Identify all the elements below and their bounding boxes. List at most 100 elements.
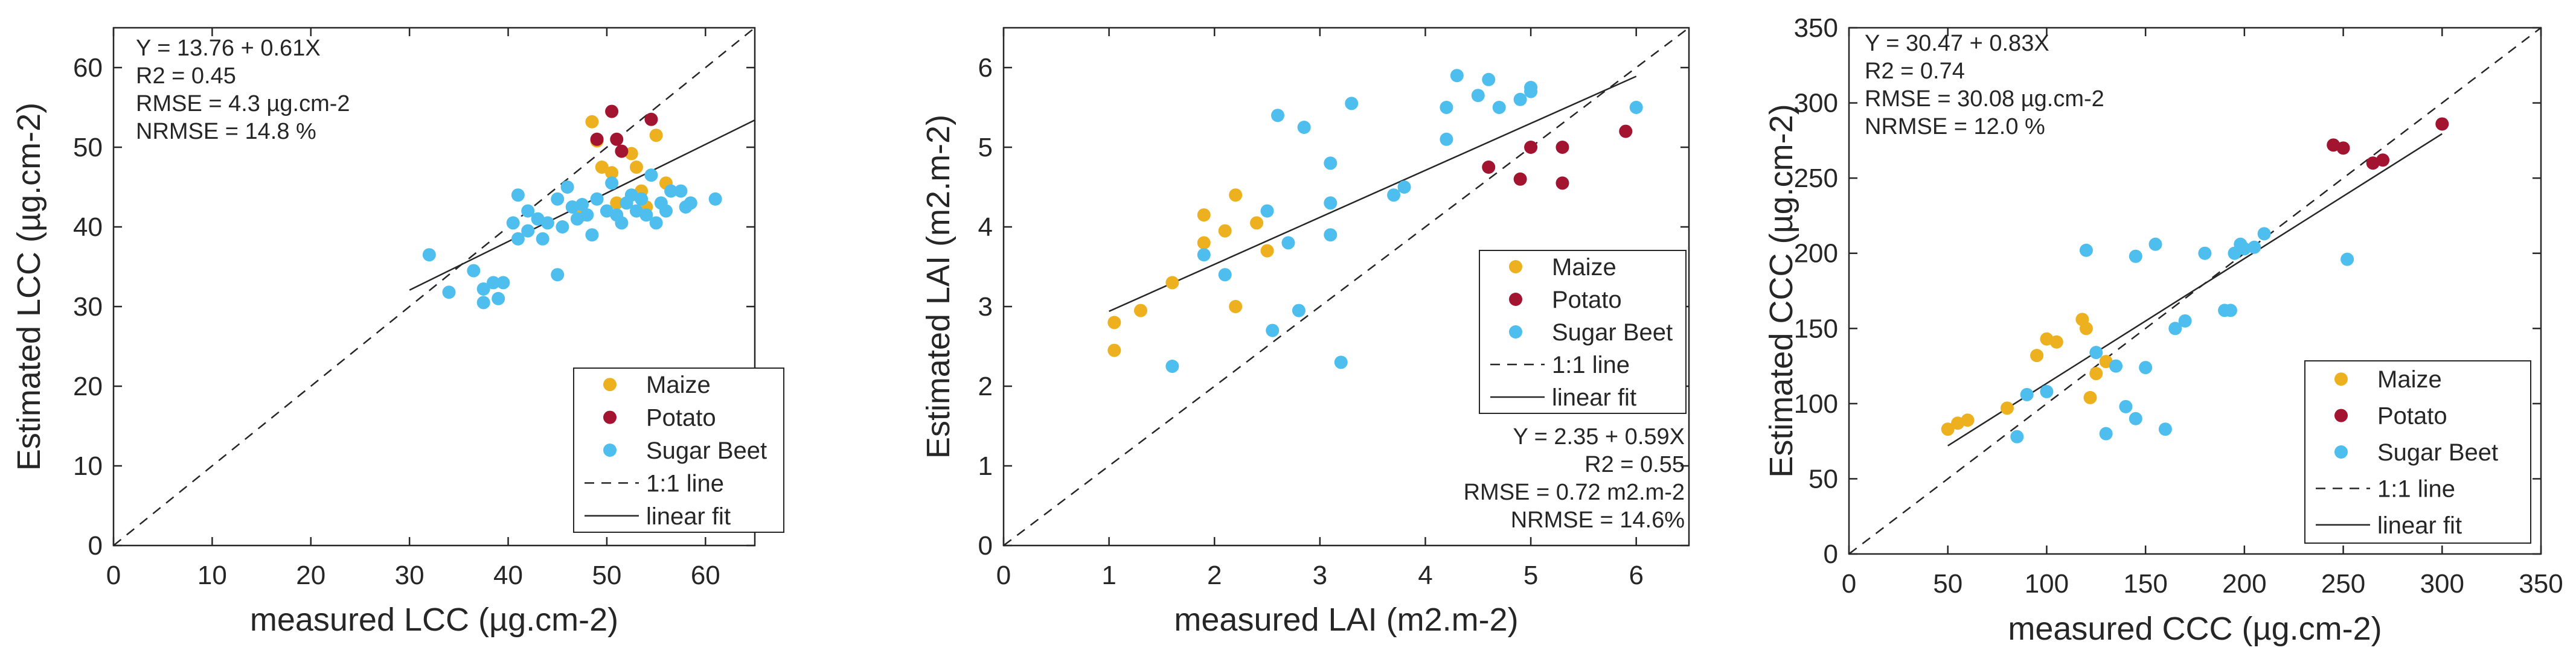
data-point [492, 291, 505, 305]
data-point [2223, 304, 2237, 317]
data-point [649, 216, 663, 230]
data-point [590, 192, 604, 206]
data-point [2119, 399, 2133, 413]
data-point [1513, 172, 1527, 186]
legend-sugar-beet-marker [1509, 325, 1522, 339]
data-point [2341, 252, 2354, 266]
data-point [575, 198, 589, 212]
data-point [684, 196, 697, 210]
data-point [605, 176, 619, 190]
data-point [496, 276, 510, 290]
x-tick-label: 6 [1629, 561, 1643, 590]
data-point [2148, 237, 2162, 251]
data-point [2109, 359, 2123, 373]
data-point [610, 196, 624, 210]
series-sugar-beet [1165, 69, 1643, 373]
data-point [605, 104, 619, 118]
data-point [540, 216, 554, 230]
data-point [1260, 244, 1274, 258]
y-tick-label: 1 [978, 451, 993, 481]
data-point [1961, 413, 1975, 427]
data-point [2020, 387, 2034, 401]
data-point [551, 268, 565, 282]
legend-maize-label: Maize [2377, 366, 2442, 393]
data-point [476, 282, 490, 296]
x-tick-label: 300 [2420, 569, 2464, 599]
legend-maize-marker [603, 378, 617, 392]
data-point [2178, 314, 2192, 328]
data-point [1197, 248, 1211, 262]
y-tick-label: 0 [978, 531, 993, 561]
chart-panel-lcc: 0 10 20 30 40 50 60 0 10 20 30 40 50 60 measured LCC (… [11, 27, 784, 638]
stats-line: RMSE = 4.3 µg.cm-2 [136, 91, 350, 116]
legend-sugar-beet-marker [2334, 445, 2348, 459]
legend-linear-fit-label: linear fit [2377, 512, 2462, 539]
data-point [2168, 322, 2182, 336]
data-point [2198, 246, 2212, 260]
data-point [2139, 361, 2153, 375]
data-point [442, 285, 456, 299]
data-point [664, 184, 678, 198]
data-point [1107, 316, 1121, 329]
data-point [590, 132, 604, 146]
x-tick-label: 0 [106, 561, 121, 590]
data-point [2083, 390, 2097, 404]
data-point [2336, 141, 2350, 155]
stats-line: RMSE = 30.08 µg.cm-2 [1865, 86, 2104, 112]
data-point [1229, 188, 1243, 202]
data-point [1450, 69, 1464, 83]
y-tick-label: 30 [73, 292, 103, 322]
data-point [1324, 228, 1338, 242]
data-point [2435, 117, 2449, 131]
x-tick-label: 20 [296, 561, 325, 590]
data-point [506, 216, 520, 230]
y-tick-label: 60 [73, 53, 103, 83]
data-point [1134, 304, 1147, 317]
data-point [536, 232, 549, 246]
data-point [1292, 304, 1306, 317]
y-tick-label: 20 [73, 372, 103, 401]
stats-line: R2 = 0.55 [1584, 452, 1685, 477]
data-point [1345, 97, 1359, 110]
data-point [521, 204, 535, 218]
data-point [2089, 367, 2103, 381]
data-point [1197, 208, 1211, 222]
y-tick-label: 200 [1794, 239, 1838, 269]
axes-box [1848, 27, 2542, 555]
series-maize [1941, 313, 2113, 436]
legend-one-to-one-line-label: 1:1 line [646, 470, 724, 497]
legend-potato-label: Potato [1552, 287, 1622, 313]
stats-line: Y = 13.76 + 0.61X [136, 36, 321, 61]
y-tick-label: 50 [1809, 464, 1838, 494]
y-tick-label: 3 [978, 292, 993, 322]
y-tick-label: 4 [978, 212, 993, 242]
data-point [2040, 384, 2054, 398]
data-point [595, 161, 609, 174]
data-point [585, 115, 599, 129]
data-point [2248, 240, 2261, 254]
data-point [1324, 156, 1338, 170]
data-point [635, 192, 649, 206]
data-point [1440, 101, 1453, 114]
data-point [1250, 216, 1264, 230]
x-tick-label: 50 [1933, 569, 1962, 599]
data-point [1524, 141, 1538, 154]
data-point [659, 204, 673, 218]
data-point [2010, 430, 2024, 444]
legend-potato-label: Potato [646, 405, 716, 431]
data-point [1482, 72, 1496, 86]
data-point [556, 220, 569, 234]
data-point [1297, 121, 1311, 134]
chart-panel-ccc: 0 50 100 150 200 250 300 350 0 50 100 150 200 250 300 3… [1763, 13, 2563, 647]
y-tick-label: 350 [1794, 13, 1838, 43]
legend-maize-marker [2334, 372, 2348, 386]
stats-line: NRMSE = 14.8 % [136, 119, 316, 144]
data-point [1387, 188, 1401, 202]
y-tick-label: 50 [73, 133, 103, 162]
data-point [551, 192, 565, 206]
x-tick-label: 50 [592, 561, 621, 590]
series-potato [1482, 124, 1633, 190]
x-tick-label: 200 [2222, 569, 2266, 599]
x-tick-label: 60 [691, 561, 720, 590]
data-point [1492, 101, 1506, 114]
